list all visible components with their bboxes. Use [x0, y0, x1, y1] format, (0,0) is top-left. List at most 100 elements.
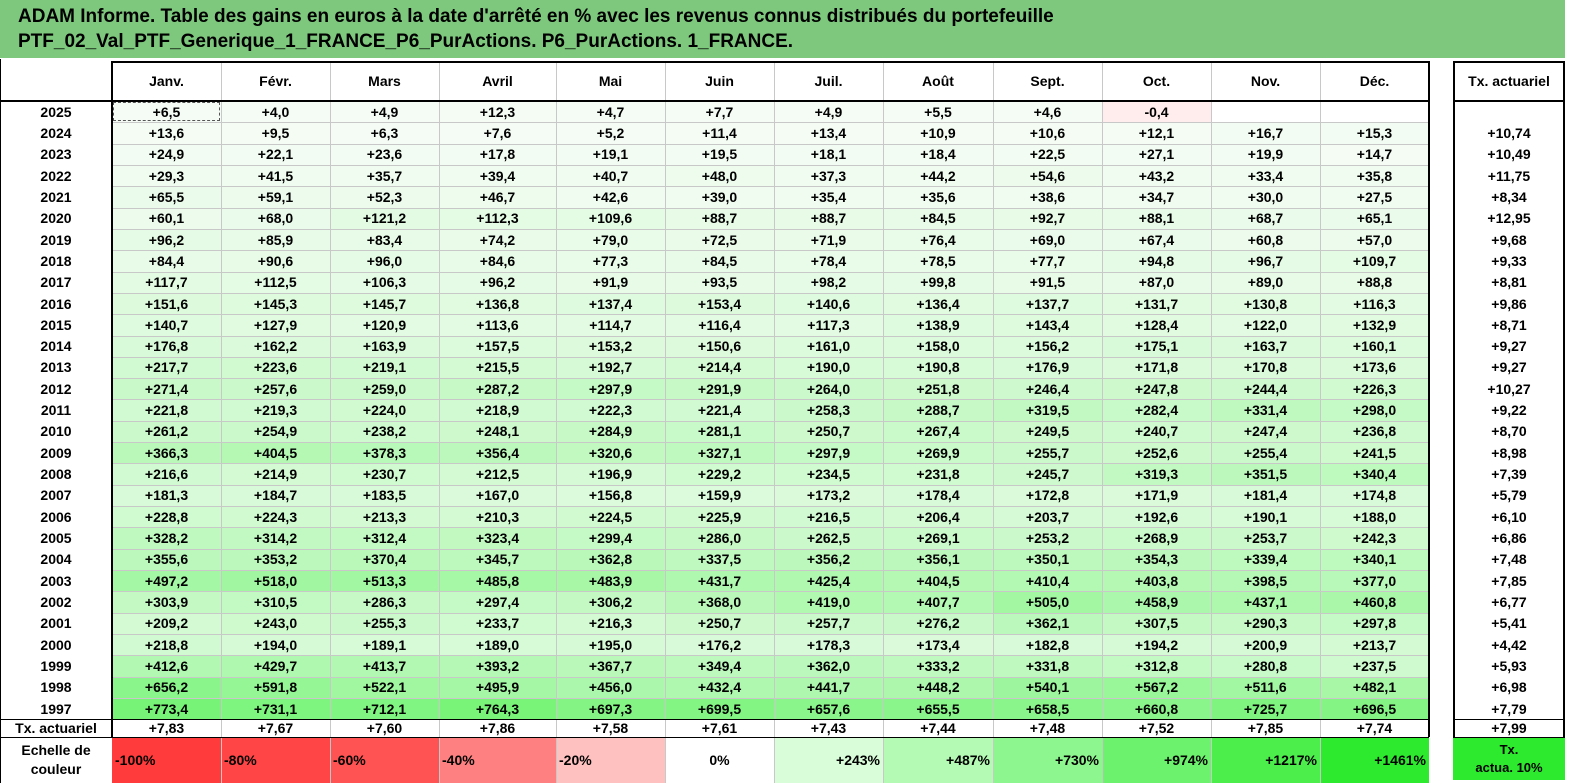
actuarial-cell: +10,74 — [1487, 124, 1531, 141]
table-cell: +88,8 — [1320, 271, 1429, 293]
table-cell: +351,5 — [1211, 463, 1320, 485]
table-cell: +252,6 — [1102, 442, 1211, 464]
row-divider — [112, 250, 1429, 252]
table-cell: +127,9 — [221, 314, 330, 336]
table-cell: +224,0 — [330, 399, 439, 421]
table-cell: +725,7 — [1211, 697, 1320, 720]
actuarial-cell: +4,42 — [1491, 636, 1527, 653]
scale-actuarial-line: Tx. — [1499, 741, 1519, 757]
table-cell: +195,0 — [556, 634, 665, 656]
month-header: Mai — [598, 73, 623, 89]
column-divider — [1211, 61, 1212, 783]
table-cell: +67,4 — [1102, 228, 1211, 251]
table-cell: +113,6 — [439, 314, 556, 336]
table-cell: +39,4 — [439, 164, 556, 187]
year-label: 2025 — [40, 103, 72, 120]
year-label: 2015 — [40, 316, 72, 333]
table-cell: +128,4 — [1102, 314, 1211, 336]
table-border — [111, 61, 113, 737]
table-cell: +214,4 — [665, 356, 774, 379]
table-cell: +42,6 — [556, 186, 665, 208]
table-cell: +138,9 — [883, 314, 993, 336]
table-cell: +228,8 — [112, 506, 221, 528]
table-cell: +77,3 — [556, 250, 665, 272]
table-cell: +356,2 — [774, 548, 883, 571]
table-cell: +159,9 — [665, 484, 774, 507]
table-cell: +190,8 — [883, 356, 993, 379]
actuarial-cell: +7,85 — [1491, 572, 1527, 589]
table-cell: +696,5 — [1320, 697, 1429, 720]
table-cell: +94,8 — [1102, 250, 1211, 272]
scale-swatch: -40% — [439, 737, 556, 783]
table-cell: +656,2 — [112, 676, 221, 698]
table-cell: +248,1 — [439, 420, 556, 443]
table-cell: +377,0 — [1320, 570, 1429, 592]
table-cell: +57,0 — [1320, 228, 1429, 251]
year-label: 2003 — [40, 572, 72, 589]
table-cell: +23,6 — [330, 143, 439, 165]
month-header: Sept. — [1030, 73, 1065, 89]
table-cell: +4,9 — [774, 101, 883, 123]
table-cell: +370,4 — [330, 548, 439, 571]
table-cell: +773,4 — [112, 697, 221, 720]
table-cell: +251,8 — [883, 378, 993, 400]
table-cell: +84,5 — [883, 207, 993, 229]
year-label: 1998 — [40, 679, 72, 696]
actuarial-cell: +10,27 — [1487, 380, 1531, 397]
table-cell: +35,8 — [1320, 164, 1429, 187]
table-cell: +697,3 — [556, 697, 665, 720]
table-cell: +660,8 — [1102, 697, 1211, 720]
column-divider — [883, 61, 884, 783]
table-cell: +257,6 — [221, 378, 330, 400]
table-cell: +4,0 — [221, 101, 330, 123]
table-cell: +312,8 — [1102, 655, 1211, 677]
table-cell — [1211, 101, 1320, 123]
table-cell: +236,8 — [1320, 420, 1429, 443]
table-cell: +238,2 — [330, 420, 439, 443]
title-line-2: PTF_02_Val_PTF_Generique_1_FRANCE_P6_Pur… — [18, 31, 794, 52]
table-cell: +173,4 — [883, 634, 993, 656]
table-cell: +281,1 — [665, 420, 774, 443]
year-label: 1999 — [40, 657, 72, 674]
table-cell: +117,7 — [112, 271, 221, 293]
table-cell: +130,8 — [1211, 292, 1320, 315]
table-cell: +407,7 — [883, 591, 993, 613]
table-cell: +431,7 — [665, 570, 774, 592]
actuarial-cell: +9,33 — [1491, 252, 1527, 269]
table-cell: +269,1 — [883, 527, 993, 549]
footer-label: Tx. actuariel — [15, 720, 97, 737]
table-cell: +96,7 — [1211, 250, 1320, 272]
actuarial-cell: +8,70 — [1491, 423, 1527, 440]
table-cell: +485,8 — [439, 570, 556, 592]
table-cell: +255,7 — [993, 442, 1102, 464]
actuarial-cell: +9,22 — [1491, 402, 1527, 419]
year-label: 2011 — [40, 402, 72, 419]
table-cell: +71,9 — [774, 228, 883, 251]
table-cell: +331,4 — [1211, 399, 1320, 421]
actuarial-border — [1453, 719, 1565, 721]
table-cell: +65,1 — [1320, 207, 1429, 229]
table-cell: +331,8 — [993, 655, 1102, 677]
table-cell: +192,6 — [1102, 506, 1211, 528]
table-cell: +655,5 — [883, 697, 993, 720]
scale-swatch: -20% — [556, 737, 665, 783]
table-cell: +255,3 — [330, 612, 439, 634]
table-cell: +505,0 — [993, 591, 1102, 613]
table-cell: +140,6 — [774, 292, 883, 315]
table-cell: +222,3 — [556, 399, 665, 421]
actuarial-cell — [1453, 101, 1565, 122]
table-cell: +354,3 — [1102, 548, 1211, 571]
year-label: 2024 — [40, 124, 72, 141]
footer-cell: +7,74 — [1356, 720, 1393, 737]
table-cell: +38,6 — [993, 186, 1102, 208]
title-line-1: ADAM Informe. Table des gains en euros à… — [18, 6, 1054, 27]
table-cell: +356,4 — [439, 442, 556, 464]
table-cell: +419,0 — [774, 591, 883, 613]
table-cell: +6,5 — [112, 101, 221, 123]
table-cell: +188,0 — [1320, 506, 1429, 528]
table-cell: +221,8 — [112, 399, 221, 421]
table-cell: +276,2 — [883, 612, 993, 634]
table-cell: +303,9 — [112, 591, 221, 613]
table-cell: +328,2 — [112, 527, 221, 549]
scale-swatch: +974% — [1102, 737, 1211, 783]
